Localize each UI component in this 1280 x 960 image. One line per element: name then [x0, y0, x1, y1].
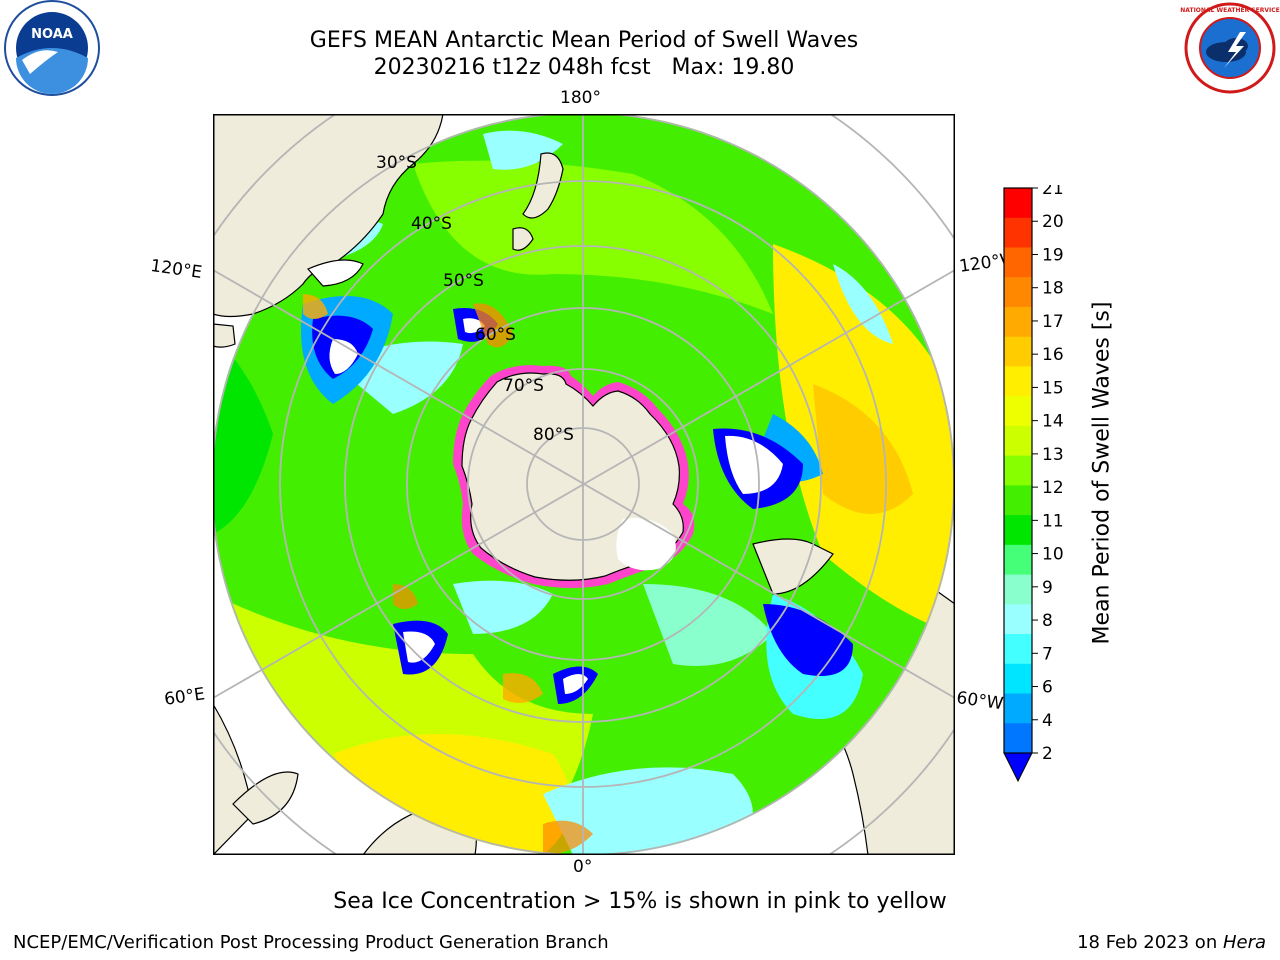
- lon-label-60e: 60°E: [163, 684, 207, 710]
- colorbar-band: [1004, 306, 1032, 338]
- colorbar-tick-label: 10: [1042, 545, 1064, 565]
- colorbar-bands: [1004, 188, 1032, 754]
- colorbar-tick-label: 21: [1042, 185, 1064, 199]
- lat-label-30s: 30°S: [376, 153, 417, 173]
- lat-label-50s: 50°S: [443, 271, 484, 291]
- lon-label-top: 180°: [560, 88, 601, 108]
- colorbar-tick-label: 16: [1042, 345, 1064, 365]
- colorbar-band: [1004, 277, 1032, 308]
- map-title: GEFS MEAN Antarctic Mean Period of Swell…: [309, 28, 859, 53]
- lat-label-70s: 70°S: [503, 376, 544, 396]
- lon-label-bottom: 0°: [573, 857, 593, 877]
- latitude-labels: 30°S 40°S 50°S 60°S 70°S 80°S: [376, 153, 574, 445]
- colorbar-tick-label: 14: [1042, 412, 1064, 432]
- colorbar-tick-label: 19: [1042, 245, 1064, 265]
- colorbar-band: [1004, 515, 1032, 546]
- national-weather-service-logo-icon: NATIONAL WEATHER SERVICE: [1180, 2, 1280, 94]
- noaa-logo-text: NOAA: [31, 27, 73, 42]
- colorbar-band: [1004, 366, 1032, 397]
- map-subtitle: 20230216 t12z 048h fcst Max: 19.80: [373, 55, 795, 80]
- footer-date-text: 18 Feb 2023 on: [1077, 932, 1223, 953]
- footer-date: 18 Feb 2023 on Hera: [1077, 932, 1266, 953]
- colorbar-band: [1004, 217, 1032, 248]
- colorbar-tick-label: 20: [1042, 212, 1064, 232]
- colorbar-tick-label: 11: [1042, 511, 1064, 531]
- colorbar-tick-label: 2: [1042, 744, 1053, 764]
- colorbar-band: [1004, 663, 1032, 695]
- sea-ice-caption: Sea Ice Concentration > 15% is shown in …: [333, 889, 947, 914]
- graticule: [213, 114, 955, 855]
- colorbar-tick-label: 9: [1042, 578, 1053, 598]
- lat-label-80s: 80°S: [533, 425, 574, 445]
- colorbar-band: [1004, 604, 1032, 635]
- nws-logo-text: NATIONAL WEATHER SERVICE: [1180, 7, 1279, 14]
- colorbar-band: [1004, 425, 1032, 457]
- colorbar-tick-label: 7: [1042, 644, 1053, 664]
- colorbar-label: Mean Period of Swell Waves [s]: [1089, 301, 1115, 644]
- colorbar-tick-label: 13: [1042, 445, 1064, 465]
- colorbar-band: [1004, 336, 1032, 367]
- colorbar-tick-label: 12: [1042, 478, 1064, 498]
- lat-label-40s: 40°S: [411, 214, 452, 234]
- colorbar-band: [1004, 188, 1032, 219]
- lon-label-120e: 120°E: [149, 256, 204, 284]
- colorbar-band: [1004, 396, 1032, 427]
- colorbar-band: [1004, 485, 1032, 516]
- colorbar: 21 20 19 18 17 16 15 14 13 12 11 10 9 8 7 6 4 2: [1003, 185, 1064, 783]
- colorbar-ticks: 21 20 19 18 17 16 15 14 13 12 11 10 9 8 7 6 4 2: [1032, 185, 1064, 764]
- colorbar-tick-label: 15: [1042, 378, 1064, 398]
- lat-label-60s: 60°S: [475, 325, 516, 345]
- colorbar-band: [1004, 723, 1032, 754]
- colorbar-band: [1004, 574, 1032, 605]
- colorbar-label-box: Mean Period of Swell Waves [s]: [1082, 190, 1122, 755]
- colorbar-band: [1004, 693, 1032, 724]
- colorbar-band: [1004, 455, 1032, 486]
- polar-map: 30°S 40°S 50°S 60°S 70°S 80°S: [213, 114, 955, 855]
- footer-credit: NCEP/EMC/Verification Post Processing Pr…: [13, 932, 609, 953]
- colorbar-tick-label: 17: [1042, 312, 1064, 332]
- colorbar-tick-label: 6: [1042, 678, 1053, 698]
- colorbar-band: [1004, 247, 1032, 278]
- colorbar-band: [1004, 544, 1032, 576]
- colorbar-tick-label: 18: [1042, 279, 1064, 299]
- colorbar-tick-label: 4: [1042, 711, 1053, 731]
- footer-host: Hera: [1222, 932, 1266, 953]
- colorbar-band: [1004, 634, 1032, 665]
- colorbar-outline: [1003, 187, 1033, 754]
- noaa-logo-icon: NOAA: [4, 0, 100, 96]
- map-frame: [213, 114, 955, 855]
- colorbar-tick-label: 8: [1042, 611, 1053, 631]
- colorbar-extend-min: [1003, 752, 1033, 783]
